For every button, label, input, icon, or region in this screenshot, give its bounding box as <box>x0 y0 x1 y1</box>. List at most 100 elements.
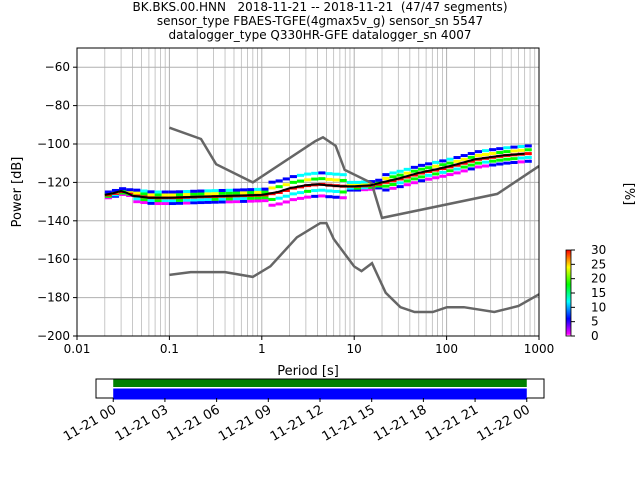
heatmap-bin <box>175 193 184 197</box>
heatmap-bin <box>247 196 255 200</box>
heatmap-bin <box>474 161 482 165</box>
heatmap-bin <box>161 199 169 203</box>
heatmap-bin <box>396 181 404 185</box>
y-tick-label: −200 <box>37 329 70 343</box>
timeline-tick-label: 11-21 18 <box>371 402 429 444</box>
heatmap-bin <box>218 200 226 204</box>
x-tick-label: 10 <box>347 342 362 356</box>
heatmap-bin <box>282 200 290 204</box>
y-tick-label: −160 <box>37 252 70 266</box>
heatmap-bin <box>168 199 176 203</box>
heatmap-bin <box>417 163 426 167</box>
heatmap-bin <box>289 192 297 196</box>
heatmap-bin <box>190 201 198 205</box>
heatmap-bin <box>197 192 205 196</box>
heatmap-bin <box>168 193 176 197</box>
heatmap-bin <box>275 202 283 206</box>
heatmap-bin <box>140 198 148 202</box>
heatmap-bin <box>503 146 511 150</box>
noise-model-high-line <box>168 126 539 220</box>
heatmap-bin <box>375 180 383 184</box>
heatmap-bin <box>467 152 475 156</box>
heatmap-bin <box>389 171 397 175</box>
heatmap-bin <box>147 193 155 197</box>
heatmap-bin <box>339 173 347 177</box>
heatmap-bin <box>161 190 169 194</box>
heatmap-bin <box>261 196 269 200</box>
heatmap-bin <box>403 167 411 171</box>
heatmap-bin <box>204 197 212 201</box>
heatmap-bin <box>268 186 276 190</box>
heatmap-bin <box>453 171 461 175</box>
heatmap-bin <box>175 190 184 194</box>
heatmap-bin <box>467 167 475 171</box>
heatmap-bin <box>417 167 426 171</box>
heatmap-bin <box>446 161 454 165</box>
heatmap-bin <box>410 181 418 185</box>
heatmap-bin <box>467 163 475 167</box>
heatmap-bin <box>304 178 312 182</box>
x-tick-label: 100 <box>435 342 458 356</box>
heatmap-bin <box>439 174 447 178</box>
heatmap-bin <box>460 165 468 169</box>
timeline-tick-label: 11-21 06 <box>164 402 222 444</box>
heatmap-bin <box>175 198 184 202</box>
mode-line <box>104 152 525 199</box>
heatmap-bin <box>304 195 312 199</box>
colorbar <box>565 249 572 337</box>
heatmap-bin <box>353 186 362 190</box>
heatmap-bin <box>289 198 297 202</box>
heatmap-bin <box>346 188 354 192</box>
timeline-tick-label: 11-21 09 <box>216 402 274 444</box>
heatmap-bin <box>425 173 433 177</box>
heatmap-bin <box>510 145 518 149</box>
heatmap-bin <box>403 183 411 187</box>
heatmap-bin <box>339 196 347 200</box>
heatmap-bin <box>446 169 454 173</box>
heatmap-bin <box>183 192 191 196</box>
heatmap-bin <box>481 160 490 164</box>
heatmap-bin <box>275 179 283 183</box>
heatmap-bin <box>311 194 319 198</box>
heatmap-bin <box>275 185 283 189</box>
heatmap-bin <box>389 182 397 186</box>
heatmap-bin <box>361 182 369 186</box>
heatmap-bin <box>254 196 262 200</box>
heatmap-bin <box>183 198 191 202</box>
heatmap-bin <box>467 155 475 159</box>
coverage-band <box>113 388 527 400</box>
colorbar-tick-label: 20 <box>591 272 606 286</box>
heatmap-bin <box>474 165 482 169</box>
heatmap-bin <box>140 192 148 196</box>
heatmap-bin <box>332 172 340 176</box>
heatmap-bin <box>225 197 233 201</box>
chart-title-line-1: BK.BKS.00.HNN 2018-11-21 -- 2018-11-21 (… <box>132 0 508 14</box>
heatmap-bin <box>382 184 390 188</box>
heatmap-bin <box>225 200 233 204</box>
heatmap-bin <box>375 178 383 182</box>
noise-model-low-line <box>169 221 539 314</box>
heatmap-bin <box>296 173 305 177</box>
heatmap-bin <box>496 158 504 162</box>
heatmap-bin <box>218 197 226 201</box>
heatmap-bin <box>304 189 312 193</box>
heatmap-bin <box>268 203 276 207</box>
heatmap-bin <box>183 190 191 194</box>
heatmap-bin <box>232 197 241 201</box>
heatmap-bin <box>254 199 262 203</box>
heatmap-bin <box>517 156 525 160</box>
y-tick-label: −180 <box>37 291 70 305</box>
heatmap-bin <box>439 163 447 167</box>
heatmap-bin <box>197 201 205 205</box>
colorbar-tick-label: 30 <box>591 243 606 257</box>
heatmap-bin <box>410 165 418 169</box>
x-tick-label: 0.01 <box>64 342 91 356</box>
heatmap-bin <box>232 188 241 192</box>
heatmap-bin <box>311 177 319 181</box>
heatmap-bin <box>168 202 176 206</box>
heatmap-bin <box>240 188 248 192</box>
heatmap-bin <box>453 156 461 160</box>
heatmap-bin <box>474 150 482 154</box>
heatmap-bin <box>240 199 248 203</box>
